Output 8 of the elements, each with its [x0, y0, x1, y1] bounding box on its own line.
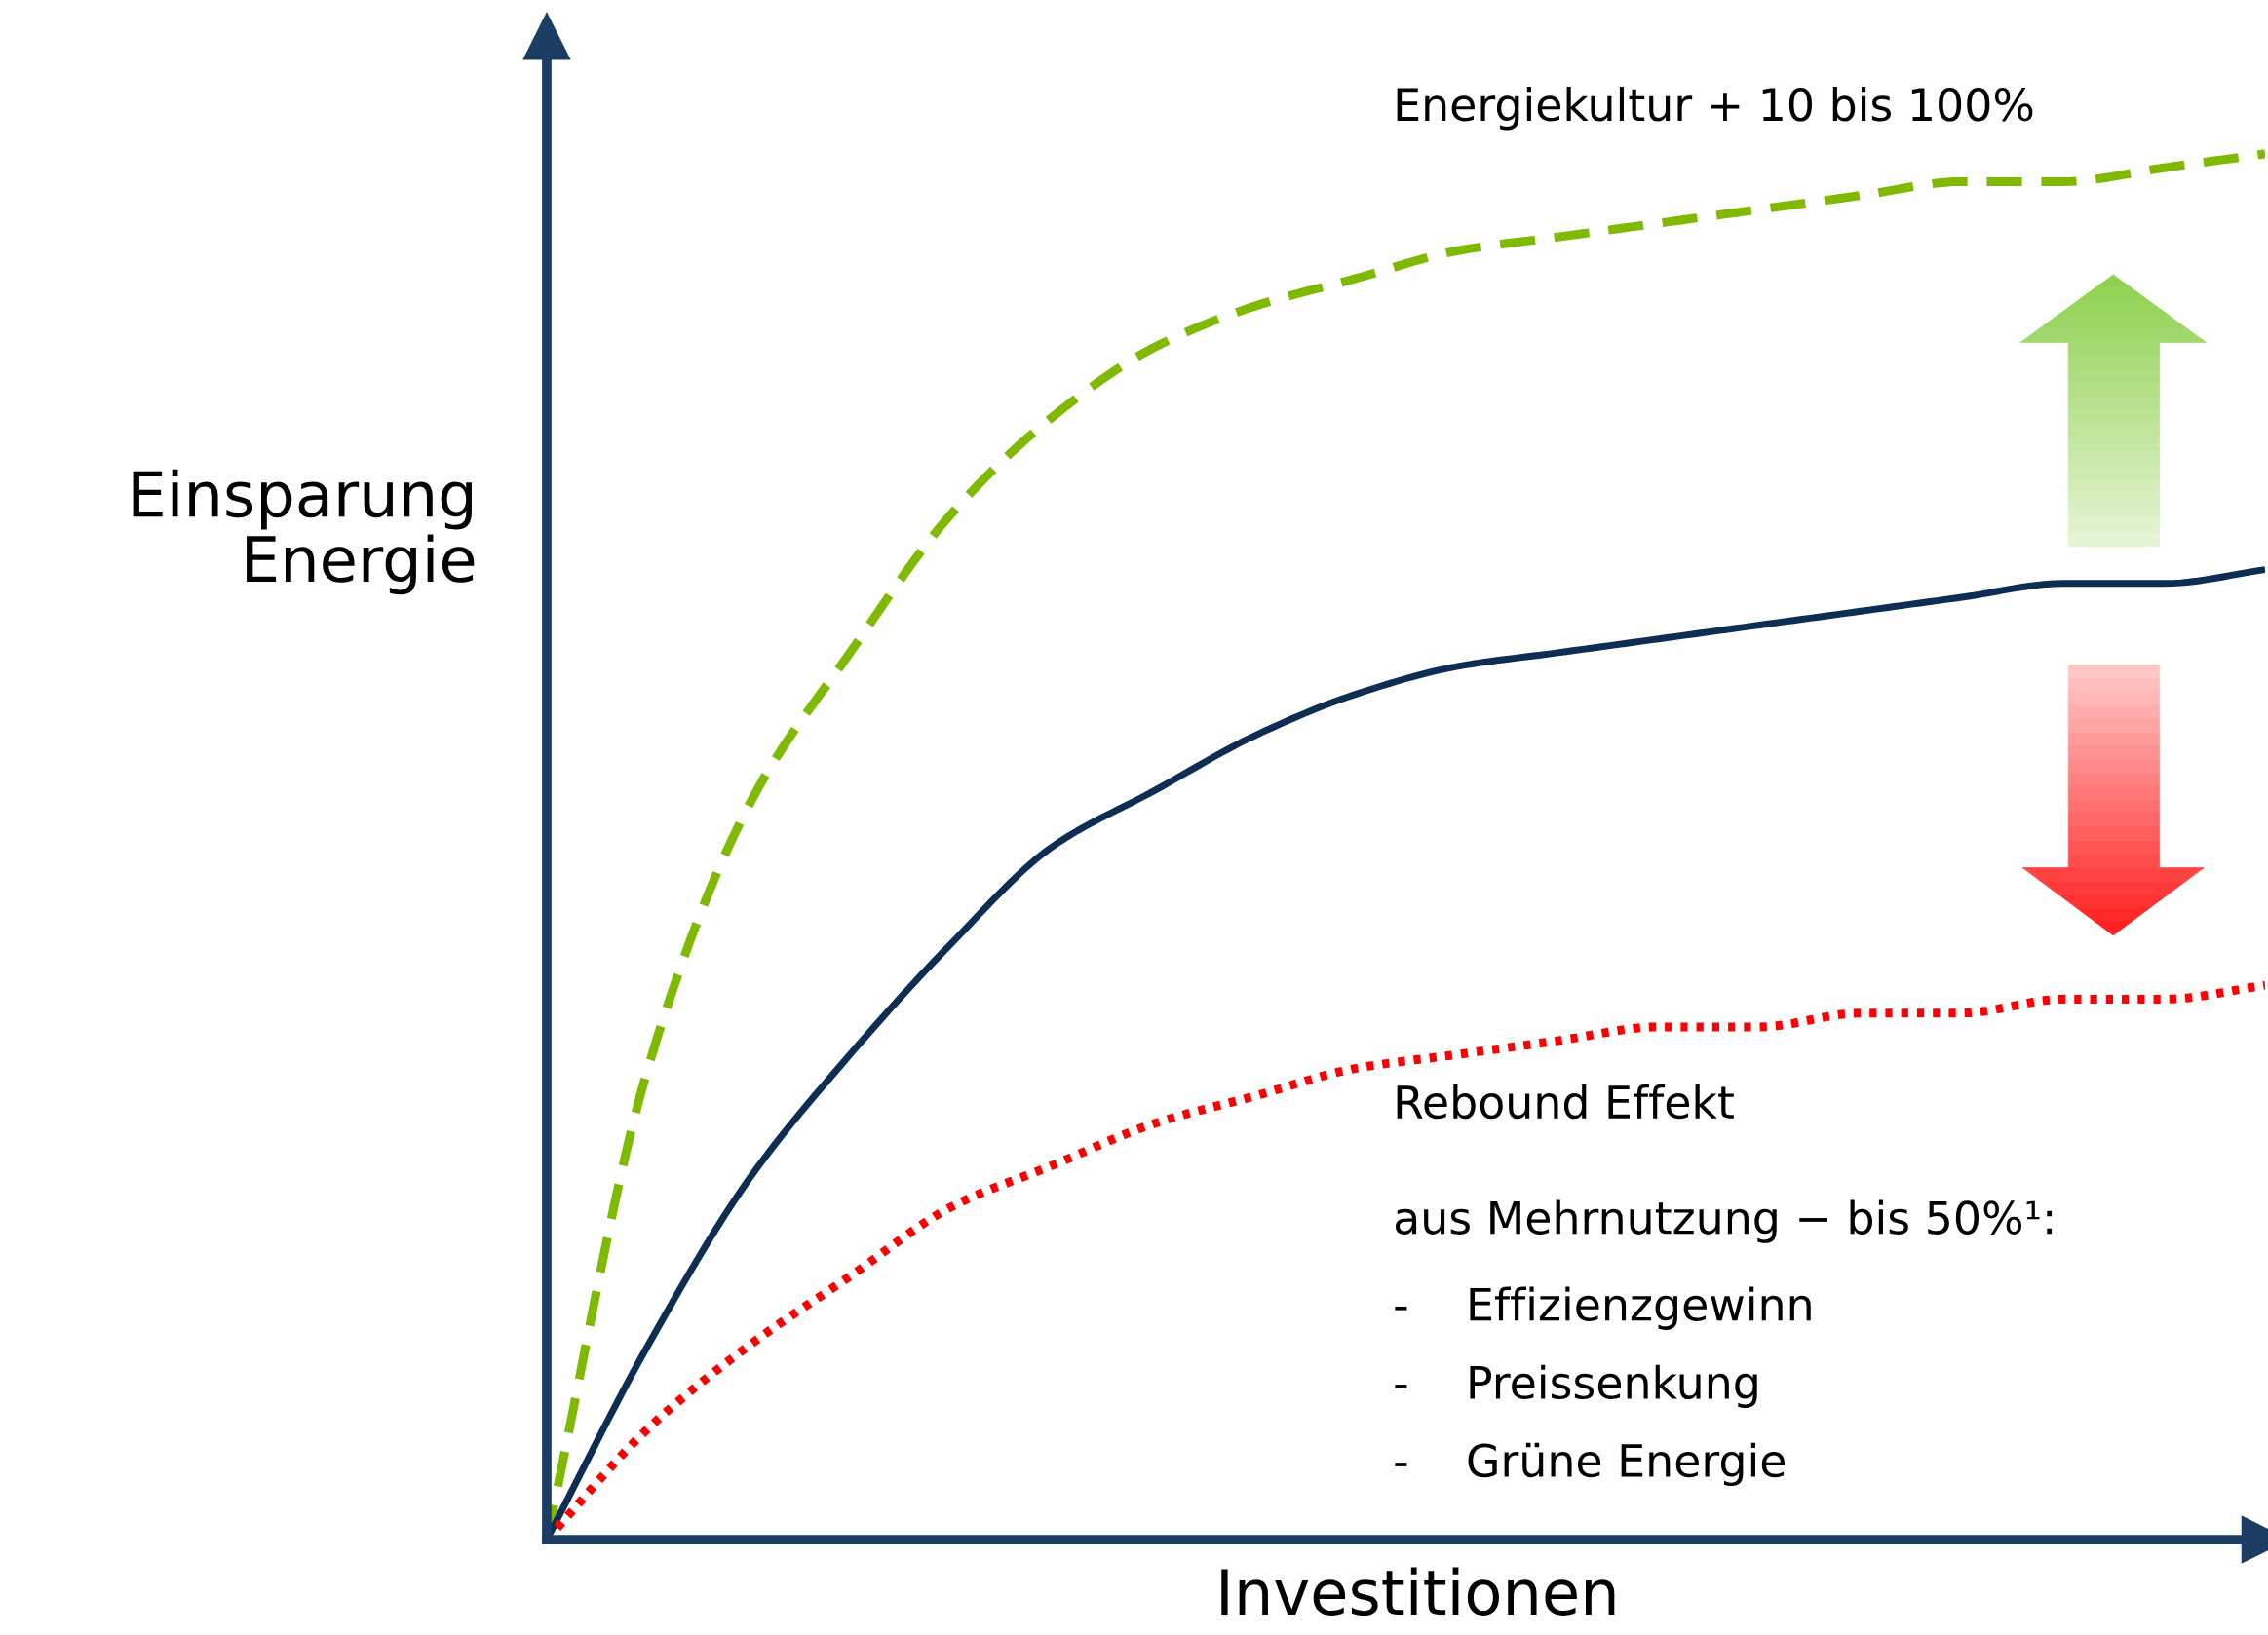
annotation: - Effizienzgewinn	[1395, 1286, 1811, 1330]
y-axis-title: Einsparung Energie	[133, 469, 475, 595]
annotation: Rebound Effekt	[1397, 1084, 1734, 1120]
annotation: - Grüne Energie	[1395, 1442, 1786, 1487]
x-axis-title: Investitionen	[1221, 1567, 1615, 1616]
text: Energiekultur + 10 bis 100%	[1397, 87, 2033, 131]
annotation: - Preissenkung	[1395, 1364, 1757, 1408]
annotation: aus Mehrnutzung − bis 50%¹:	[1395, 1199, 2053, 1243]
